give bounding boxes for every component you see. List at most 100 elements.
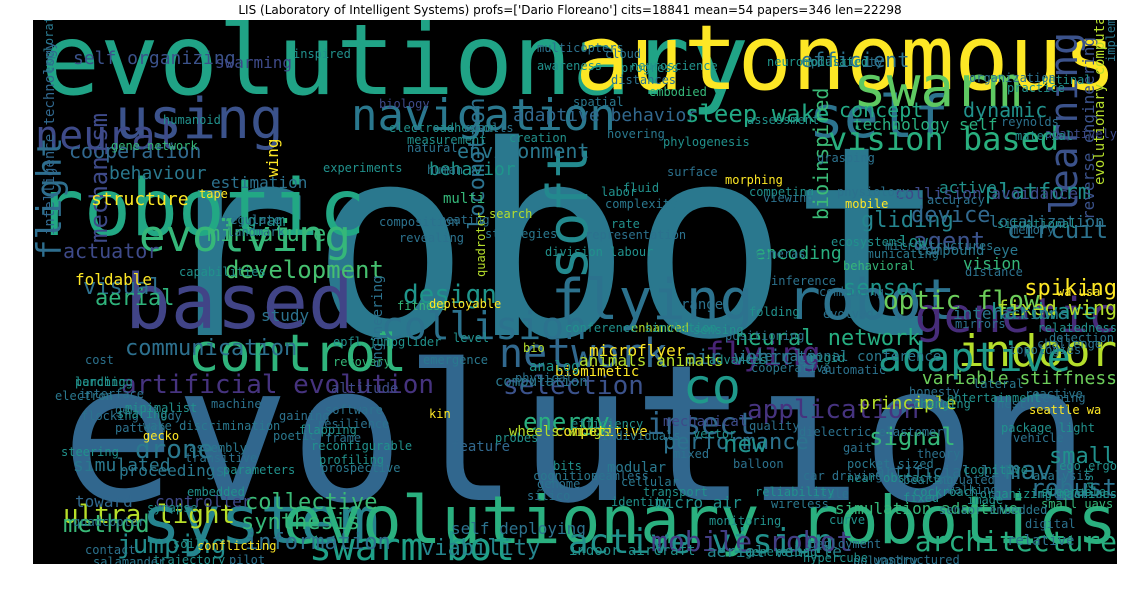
cloud-word: experiments [323,161,403,175]
cloud-word: deployment [809,537,882,551]
cloud-word: compound eye [917,243,1019,259]
cloud-word: relative [1007,533,1075,549]
cloud-word: range [681,297,724,313]
cloud-word: drone [135,435,214,465]
cloud-word: sharing [117,407,168,421]
cloud-word: robot [151,90,949,398]
cloud-word: practice [1007,81,1065,95]
cloud-word: nest [997,397,1026,411]
cloud-word: situational [997,217,1077,231]
cloud-word: seamless [591,469,649,483]
cloud-word: efficient [801,48,910,72]
cloud-word: evolutionary robotics [282,482,1117,559]
cloud-word: reconfigurable [311,439,413,453]
cloud-word: surface [667,165,718,179]
cloud-word: optic flow [883,286,1040,316]
cloud-word: indoor [958,326,1117,377]
cloud-word: rate [611,217,640,231]
cloud-word: environment [457,139,590,163]
cloud-word: soil [173,537,202,551]
cloud-word: minimalist [125,401,198,415]
cloud-word: collective [245,490,378,515]
cloud-word: jumping [117,530,227,560]
cloud-word: mirrors [955,317,1006,331]
cloud-word: morphing [725,173,783,187]
cloud-word: landing [75,375,126,389]
cloud-word: visual [83,275,163,300]
cloud-word: steering [61,445,119,459]
cloud-word: altitude [331,381,399,397]
cloud-word: walking [947,483,998,497]
cloud-word: near obstacle [847,471,941,485]
cloud-word: poetic [273,429,317,443]
cloud-word: polyandry [853,554,919,564]
cloud-word: microstructures [885,239,994,253]
cloud-word: reynolds [1001,115,1059,129]
cloud-word: energy [523,408,610,436]
cloud-word: design [403,280,497,310]
cloud-word: scale [813,487,850,501]
cloud-word: mobile [845,197,889,211]
cloud-word: gaining [279,409,330,423]
cloud-word: actuator [63,239,160,263]
cloud-word: mixed [673,447,710,461]
cloud-word: balloon [733,457,784,471]
cloud-word: adaptive [878,335,1071,381]
cloud-word: phylogenesis [663,135,750,149]
cloud-word: landmark [227,225,285,239]
cloud-word: parameters [223,463,296,477]
cloud-word: behavior [429,159,516,180]
cloud-word: synapse [147,501,198,515]
cloud-word: fixed [903,491,940,505]
cloud-word: cooperative [751,361,831,375]
cloud-word: artificial evolution [121,370,435,400]
cloud-word: soft [536,145,601,280]
cloud-word: software [325,403,383,417]
cloud-word: pocket sized [847,457,934,471]
cloud-word: collision avoidance [895,184,1079,203]
cloud-word: awareness [537,59,603,73]
cloud-word: technology self [853,115,998,134]
cloud-word: steerable [1041,485,1107,499]
cloud-word: application [747,395,920,425]
cloud-word: transport [643,485,709,499]
cloud-word: network [499,331,668,377]
cloud-word: variable stiffness [921,368,1117,389]
cloud-word: silico [527,489,571,503]
cloud-word: competitive [555,424,648,440]
cloud-word: spatial [573,95,624,109]
cloud-word: cloud [605,47,642,61]
cloud-word: mav [1005,456,1052,486]
cloud-word: foldable [75,270,153,289]
cloud-word: estimation [211,173,308,192]
cloud-word: transitive [185,451,258,465]
cloud-word: emergence [423,353,489,367]
cloud-word: memory [1011,223,1055,237]
cloud-word: aerial [95,286,175,311]
cloud-word: revealing [399,231,465,245]
cloud-word: genetic [914,288,1117,344]
cloud-word: active [939,178,997,197]
cloud-word: gram [247,211,286,230]
cloud-word: contact [85,543,136,557]
cloud-word: cost [85,353,114,367]
cloud-word: ultra light [63,500,236,530]
cloud-word: plasticity [811,55,884,69]
cloud-word: principle [859,393,957,414]
cloud-word: sleep wake [685,100,830,128]
cloud-word: conference simulation [565,321,717,335]
cloud-word: bio [523,341,545,355]
cloud-word: indoor aircraft [569,543,696,559]
cloud-word: behavioral [843,259,916,273]
cloud-word: mobile robot [651,525,854,558]
cloud-word: computation [495,374,588,390]
word-cloud: robot evolution evolutionary autonomous robo… [33,20,1117,564]
cloud-word: feature [451,439,511,455]
cloud-word: assessment [747,113,820,127]
cloud-word: system [141,482,380,559]
cloud-word: car driving [803,469,883,483]
cloud-word: composition [379,215,459,229]
cloud-word: encoding [755,243,842,264]
cloud-word: body [153,409,182,423]
cloud-word: dielectric elastomer [799,425,944,439]
